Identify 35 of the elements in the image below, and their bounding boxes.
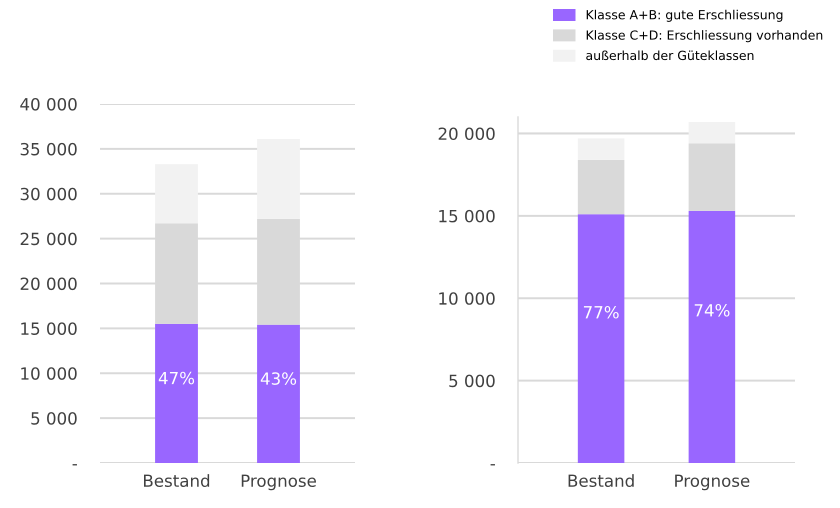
bar (688, 143, 736, 211)
bar (155, 324, 198, 463)
x-tick-label: Bestand (568, 474, 634, 488)
y-tick-label: 10 000 (439, 292, 495, 305)
y-tick-label: 35 000 (20, 142, 77, 156)
legend-label: außerhalb der Güteklassen (586, 50, 754, 60)
x-tick-label: Prognose (675, 474, 750, 490)
annotation: 43% (260, 372, 296, 385)
x-tick-label: Bestand (144, 474, 210, 488)
y-tick-label: - (72, 464, 77, 466)
annotation: 77% (584, 306, 619, 319)
bar (155, 164, 198, 224)
y-tick-label: 25 000 (20, 232, 77, 246)
y-tick-label: 15 000 (439, 210, 495, 222)
legend-label: Klasse C+D: Erschliessung vorhanden (586, 30, 822, 42)
annotation: 74% (694, 304, 730, 317)
y-tick-label: 30 000 (20, 188, 77, 200)
y-tick-label: 20 000 (20, 277, 77, 290)
legend-label: Klasse A+B: gute Erschliessung (586, 10, 782, 22)
bar (257, 139, 300, 219)
bar (257, 324, 300, 463)
x-tick-label: Prognose (242, 474, 316, 490)
y-tick-label: 10 000 (21, 367, 77, 380)
bar (578, 160, 624, 214)
y-tick-label: 20 000 (438, 127, 495, 140)
bar (578, 138, 624, 160)
bar (578, 214, 624, 463)
y-tick-label: 15 000 (21, 322, 77, 335)
y-tick-label: 5 000 (31, 412, 77, 425)
bar (688, 210, 736, 463)
y-tick-label: 5 000 (449, 374, 495, 388)
y-tick-label: - (490, 464, 495, 466)
y-tick-label: 40 000 (20, 98, 77, 111)
annotation: 47% (158, 372, 194, 384)
bar (688, 122, 736, 144)
